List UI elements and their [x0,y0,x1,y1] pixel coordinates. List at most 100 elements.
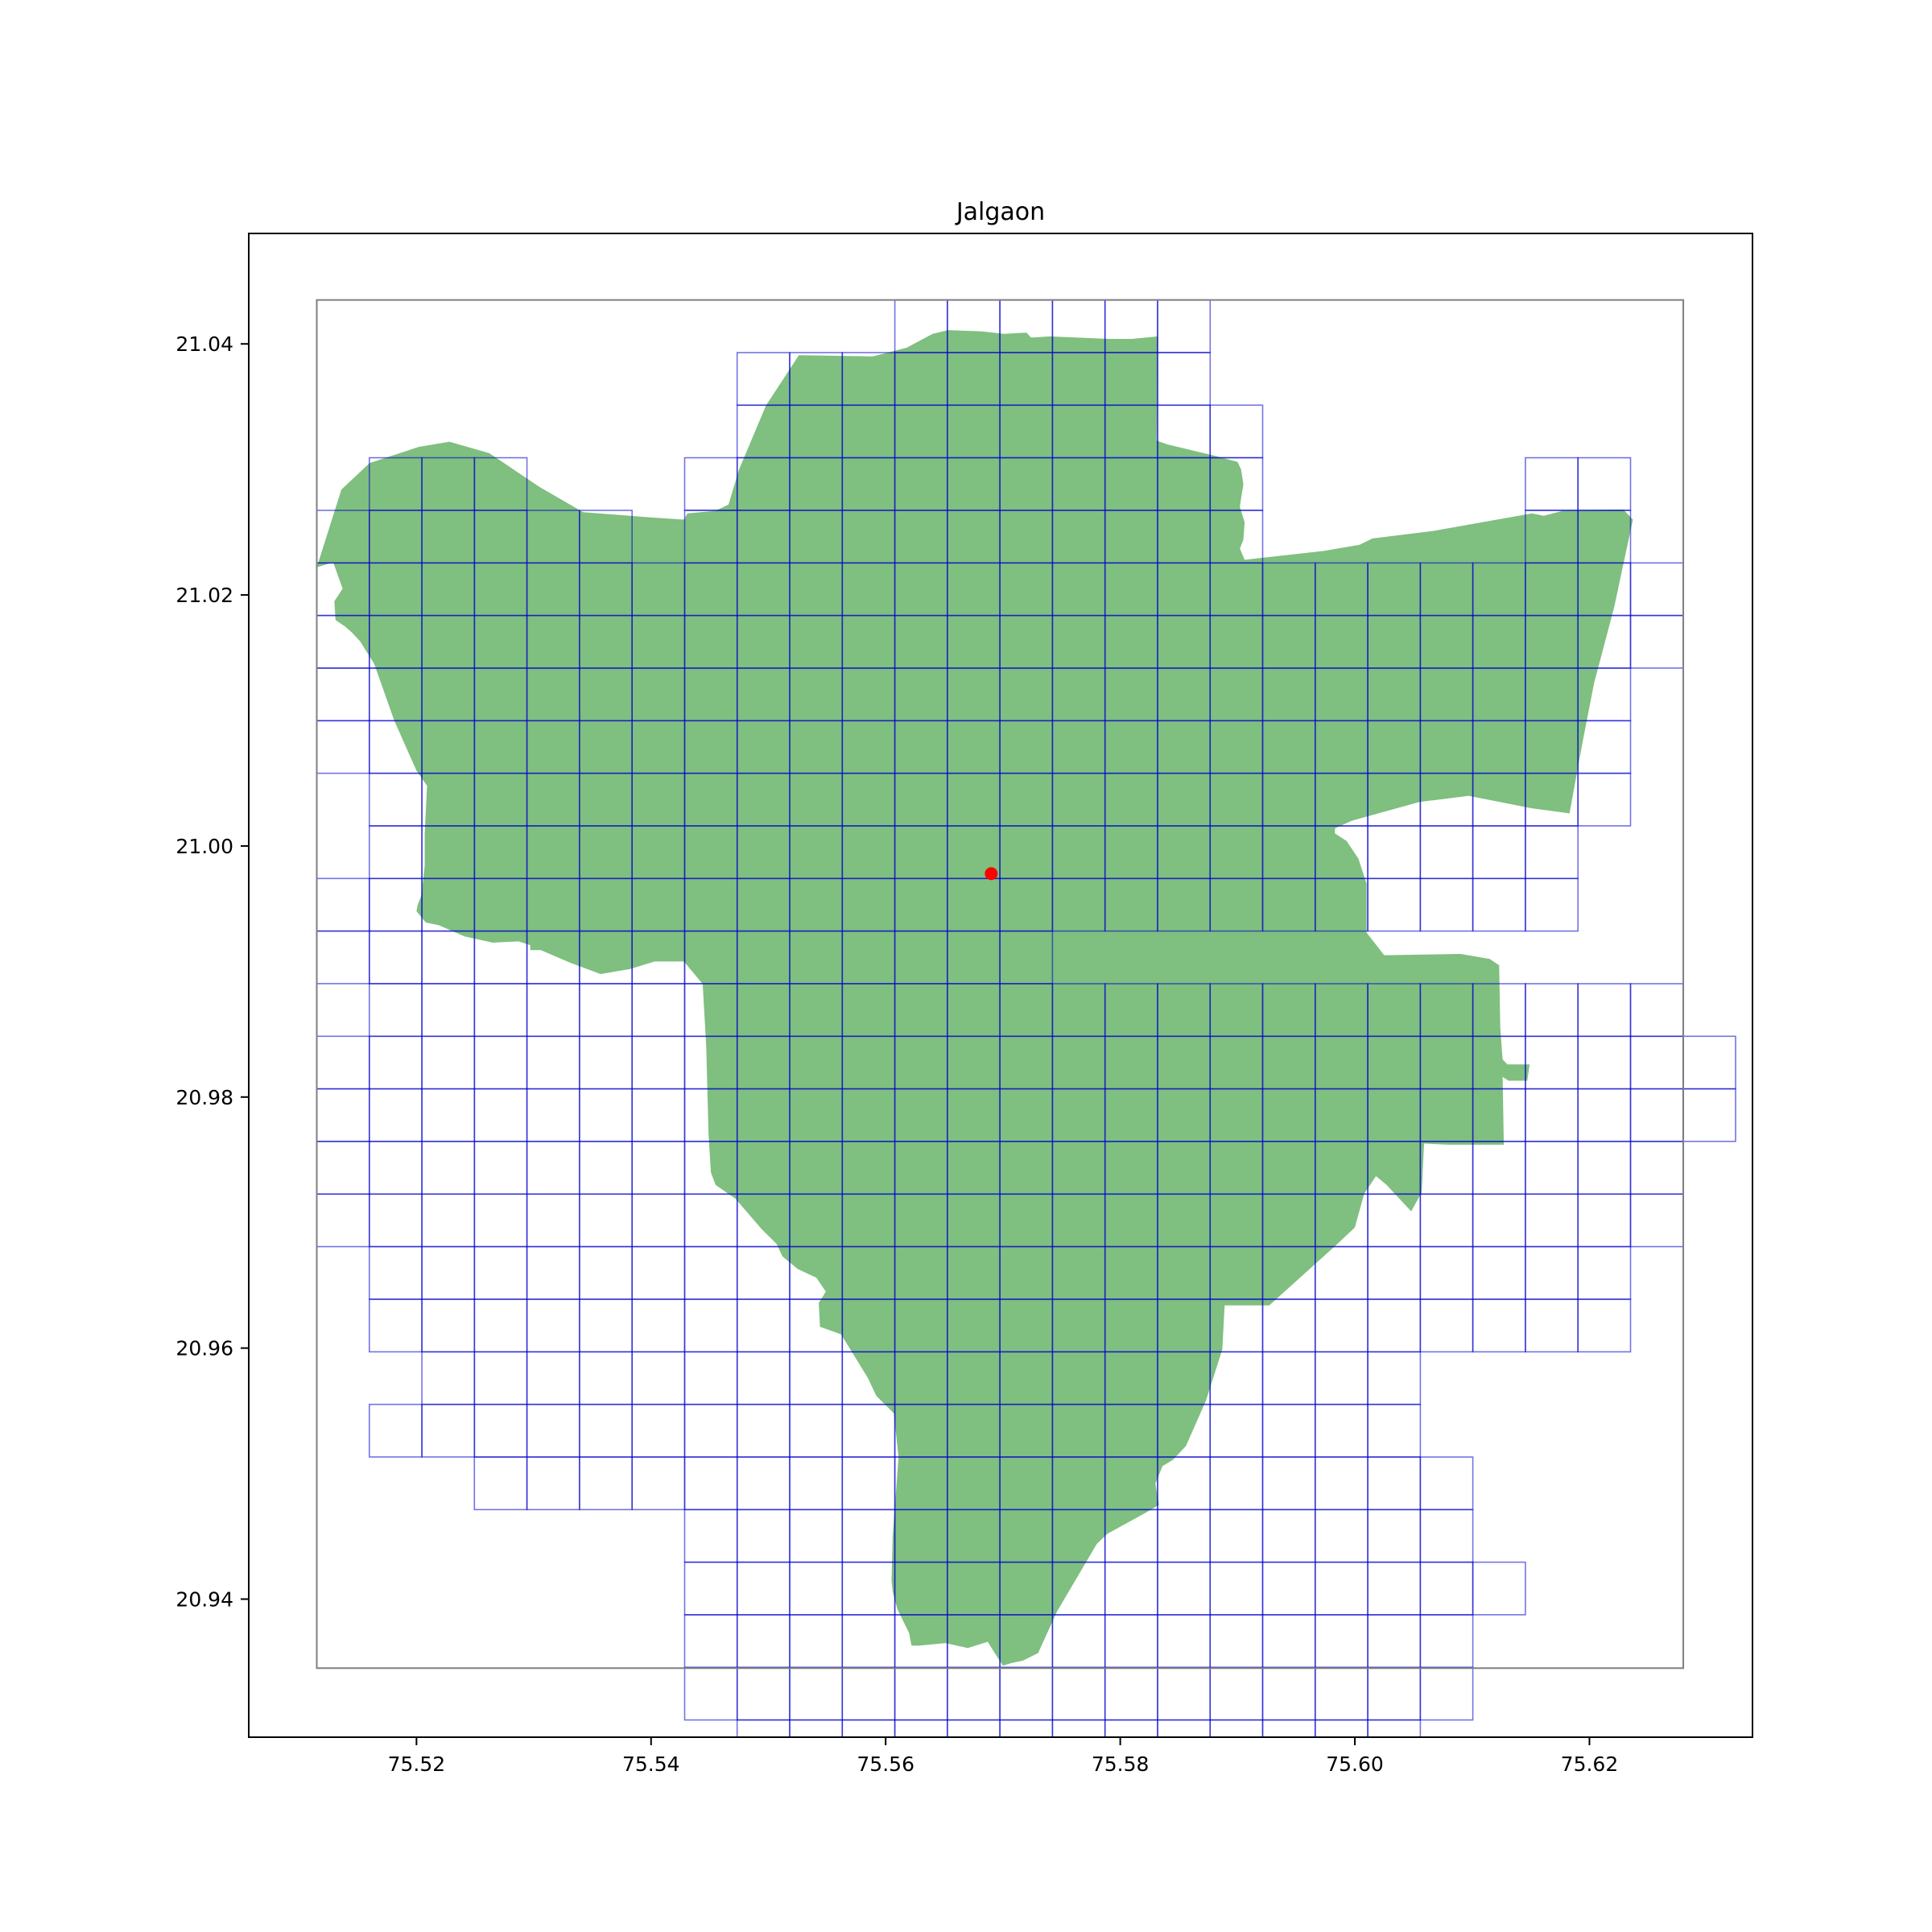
grid-cell [316,877,370,932]
grid-cell [579,1088,634,1142]
grid-cell [1367,1298,1422,1353]
grid-cell [1105,1773,1158,1825]
grid-cell [526,1035,580,1090]
x-tick-label: 75.54 [622,1752,680,1776]
grid-cell [1419,825,1474,880]
grid-cell [1315,1614,1368,1669]
grid-cell [1104,1614,1158,1669]
grid-cell [789,1351,844,1406]
grid-cell [736,1666,791,1721]
grid-cell [999,1719,1054,1737]
grid-cell [789,1719,844,1737]
grid-cell [683,1509,738,1563]
grid-cell [1157,299,1212,353]
grid-cell [1629,1088,1684,1142]
grid-cell [1157,352,1212,407]
grid-cell [1367,1245,1422,1300]
x-tick-label: 75.58 [1092,1752,1150,1776]
x-tick-label: 75.62 [1561,1752,1619,1776]
grid-cell [1577,720,1632,774]
grid-cell [1157,1509,1212,1563]
grid-cell [736,1561,791,1616]
grid-cell [1419,877,1474,932]
grid-cell [947,1878,1000,1930]
grid-cell [1157,1456,1212,1511]
grid-cell [683,1245,738,1300]
grid-cell [1525,877,1579,932]
grid-cell [841,1403,896,1458]
grid-cell [316,667,370,722]
y-tick-label: 20.94 [175,1587,233,1611]
x-axis: 75.52 75.54 75.56 75.58 75.60 75.62 [388,1737,1619,1776]
grid-cell [579,1403,634,1458]
grid-cell [1577,1245,1632,1300]
grid-cell [579,1193,634,1248]
grid-cell [1261,1719,1316,1737]
grid-cell [1158,1878,1210,1930]
grid-cell [368,825,423,880]
bounding-box [316,299,1685,1670]
grid-cell [631,1351,686,1406]
grid-cell [1210,1878,1262,1930]
grid-cell [1210,1773,1262,1825]
grid-cell [1261,1614,1316,1669]
grid-cell [1315,1561,1368,1616]
grid-cell [1261,1561,1316,1616]
grid-cell [1367,1351,1422,1406]
grid-cell [1682,1035,1736,1090]
grid-cell [631,983,686,1038]
grid-cell [895,1825,947,1877]
grid-cell [316,1193,370,1248]
grid-cell [1419,1509,1474,1563]
grid-cell [1209,1456,1264,1511]
grid-cell [1367,1403,1422,1458]
grid-cell [1157,1719,1212,1737]
grid-cell [631,1298,686,1353]
grid-cell [683,1666,738,1721]
center-point-marker [985,867,998,881]
grid-cell [895,1878,947,1930]
grid-cell [421,983,476,1038]
grid-cell [1157,1561,1212,1616]
grid-cell [1209,1561,1264,1616]
grid-cell [1315,1456,1368,1511]
grid-cell [368,1141,423,1195]
grid-cell [736,1403,791,1458]
grid-cell [1577,772,1632,827]
grid-cell [368,983,423,1038]
grid-cell [368,877,423,932]
x-tick-label: 75.56 [857,1752,914,1776]
grid-cell [526,1298,580,1353]
grid-cell [1419,1456,1474,1511]
grid-cell [683,1456,738,1511]
grid-cell [683,1561,738,1616]
grid-cell [1629,983,1684,1038]
grid-cell [316,1088,370,1142]
grid-cell [579,1141,634,1195]
grid-cell [473,1141,528,1195]
grid-cell [1261,1351,1316,1406]
grid-cell [579,1298,634,1353]
grid-cell [1419,1245,1474,1300]
grid-cell [1629,562,1684,617]
grid-cell [1263,1773,1315,1825]
grid-cell [1367,1666,1422,1721]
grid-cell [473,1403,528,1458]
grid-cell [1051,1719,1106,1737]
grid-cell [1104,1666,1158,1721]
grid-cell [1419,1666,1474,1721]
grid-cell [1472,1193,1526,1248]
grid-cell [683,1193,738,1248]
grid-cell [526,1351,580,1406]
grid-cell [473,1351,528,1406]
grid-cell [1472,1561,1526,1616]
y-axis: 20.94 20.96 20.98 21.00 21.02 21.04 [175,332,249,1611]
grid-cell [1577,1035,1632,1090]
grid-cell [841,1561,896,1616]
grid-cell [368,1193,423,1248]
grid-cell [789,1456,844,1511]
grid-cell [683,1614,738,1669]
grid-cell [631,1245,686,1300]
grid-cell [1315,1351,1368,1406]
